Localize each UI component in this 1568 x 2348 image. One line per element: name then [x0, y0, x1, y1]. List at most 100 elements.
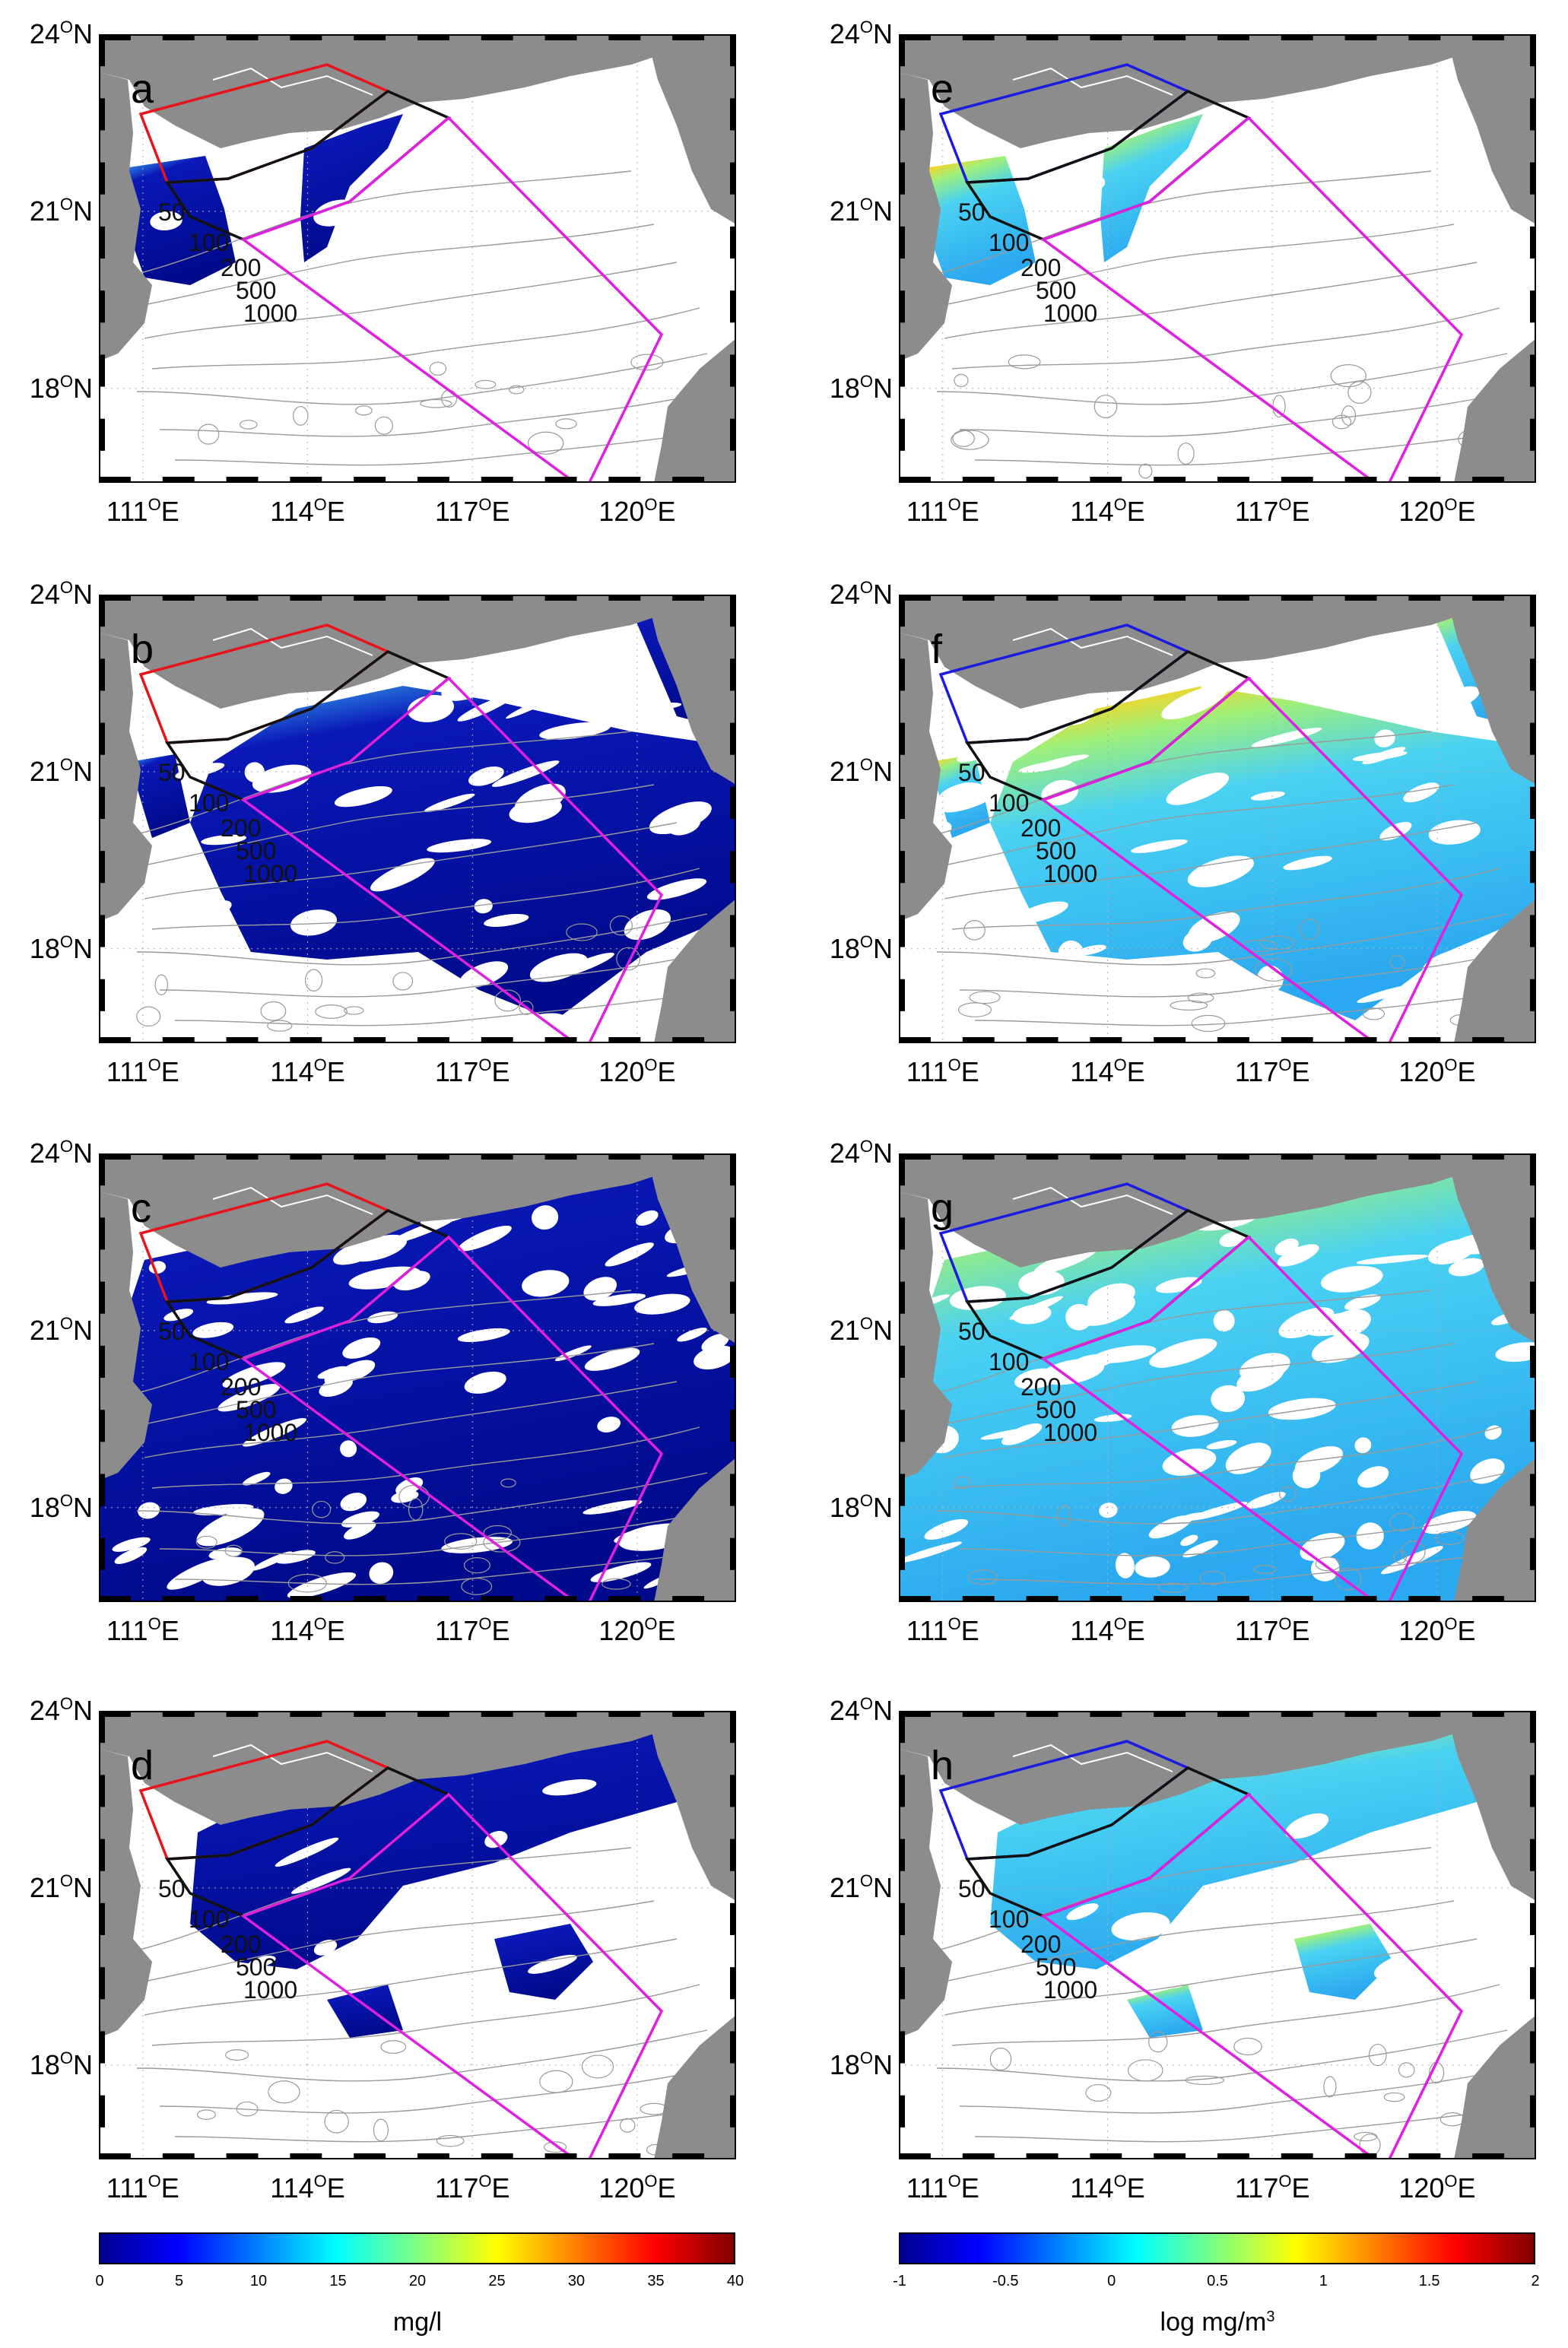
depth-label-100: 100 — [989, 1348, 1029, 1375]
depth-label-50: 50 — [158, 1318, 186, 1345]
lon-label-120: 120OE — [598, 2172, 676, 2204]
colorbar-tick: 15 — [329, 2273, 347, 2289]
lat-label-18: 18ON — [829, 2048, 893, 2080]
slope-box — [240, 1235, 664, 1602]
region-boxes — [138, 1182, 664, 1602]
colorbar-tick: 0.5 — [1207, 2273, 1228, 2289]
lon-label-120: 120OE — [598, 495, 676, 527]
land — [899, 34, 1536, 483]
depth-label-100: 100 — [189, 789, 229, 817]
depth-label-1000: 1000 — [1043, 1419, 1097, 1446]
slope-box — [1040, 1792, 1464, 2159]
colorbar-tick: 1.5 — [1418, 2273, 1440, 2289]
slope-box — [240, 676, 664, 1043]
lat-label-18: 18ON — [829, 371, 893, 404]
lon-label-111: 111OE — [106, 1055, 179, 1087]
depth-label-50: 50 — [158, 198, 186, 226]
lon-label-117: 117OE — [434, 1614, 510, 1646]
panel-letter: g — [931, 1185, 954, 1231]
lat-label-24: 24ON — [29, 578, 93, 610]
map-frame — [99, 34, 736, 483]
depth-label-200: 200 — [1020, 1931, 1061, 1958]
lat-label-21: 21ON — [29, 1313, 93, 1346]
lat-label-24: 24ON — [829, 17, 893, 49]
depth-label-500: 500 — [1036, 837, 1076, 865]
lat-label-21: 21ON — [829, 1870, 893, 1903]
depth-label-50: 50 — [958, 1318, 986, 1345]
slope-box — [240, 1792, 664, 2159]
colorbar-tick: 40 — [726, 2273, 744, 2289]
colorbar-tick: 30 — [567, 2273, 586, 2289]
map-panel-f: 50 100 200 500 1000 f — [899, 595, 1536, 1043]
lon-label-120: 120OE — [1398, 2172, 1476, 2204]
lon-label-117: 117OE — [1234, 1614, 1310, 1646]
depth-label-1000: 1000 — [243, 1976, 297, 2004]
lon-label-114: 114OE — [1070, 495, 1145, 527]
depth-label-200: 200 — [221, 1931, 261, 1958]
land — [99, 34, 736, 483]
lat-label-21: 21ON — [29, 1870, 93, 1903]
region-boxes — [138, 623, 664, 1043]
depth-label-1000: 1000 — [243, 860, 297, 887]
depth-label-1000: 1000 — [1043, 300, 1097, 327]
map-frame — [99, 1153, 736, 1602]
depth-label-50: 50 — [158, 759, 186, 786]
land — [99, 595, 736, 1043]
depth-label-1000: 1000 — [1043, 1976, 1097, 2004]
lon-label-114: 114OE — [1070, 2172, 1145, 2204]
lon-label-114: 114OE — [1070, 1055, 1145, 1087]
depth-label-1000: 1000 — [243, 300, 297, 327]
map-panel-e: 50 100 200 500 1000 e — [899, 34, 1536, 483]
panel-letter: h — [931, 1743, 954, 1788]
colorbar-tick: 5 — [174, 2273, 184, 2289]
colorbar-chl-unit: log mg/m3 — [1160, 2308, 1275, 2337]
map-frame — [899, 1153, 1536, 1602]
depth-label-500: 500 — [1036, 1396, 1076, 1423]
data-field-chl — [928, 1711, 1477, 2146]
map-panel-h: 50 100 200 500 1000 h — [899, 1711, 1536, 2159]
depth-label-1000: 1000 — [1043, 860, 1097, 887]
data-field-chl — [900, 84, 1525, 469]
depth-label-100: 100 — [989, 789, 1029, 817]
colorbar-tick: -1 — [893, 2273, 906, 2289]
depth-label-50: 50 — [158, 1875, 186, 1902]
lat-label-18: 18ON — [29, 931, 93, 964]
lon-label-117: 117OE — [434, 1055, 510, 1087]
region-boxes — [938, 623, 1464, 1043]
lon-label-111: 111OE — [106, 2172, 179, 2204]
lon-label-111: 111OE — [106, 1614, 179, 1646]
depth-label-500: 500 — [1036, 277, 1076, 304]
colorbar-tick: 25 — [488, 2273, 506, 2289]
depth-label-50: 50 — [958, 1875, 986, 1902]
bathymetry-contours — [121, 1847, 731, 2156]
depth-label-100: 100 — [189, 229, 229, 256]
lat-label-24: 24ON — [829, 1137, 893, 1169]
slope-box — [1040, 676, 1464, 1043]
depth-label-500: 500 — [236, 277, 276, 304]
bathymetry-contours — [121, 1290, 731, 1595]
colorbar-tsm: 0 5 10 15 20 25 30 35 40 mg/l — [95, 2232, 744, 2346]
lat-label-18: 18ON — [29, 371, 93, 404]
lat-label-21: 21ON — [829, 1313, 893, 1346]
lon-label-117: 117OE — [1234, 1055, 1310, 1087]
land — [899, 1153, 1536, 1602]
data-field-tsm — [176, 1711, 736, 2148]
land — [99, 1711, 736, 2159]
depth-label-100: 100 — [189, 1905, 229, 1933]
colorbar-tick: 20 — [408, 2273, 427, 2289]
lon-label-117: 117OE — [434, 495, 510, 527]
lon-label-111: 111OE — [106, 495, 179, 527]
lat-label-24: 24ON — [829, 1694, 893, 1726]
